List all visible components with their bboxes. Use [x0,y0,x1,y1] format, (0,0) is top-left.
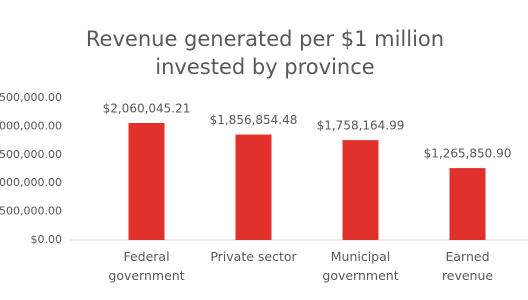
bar [128,122,165,240]
value-label: $2,060,045.21 [103,101,191,115]
bar [235,134,272,240]
x-tick-label: Municipal government [322,249,398,283]
x-tick-label: Federal government [108,249,184,283]
y-tick-label: $0.00 [31,233,63,246]
y-tick-label: $1,500,000.00 [0,148,62,161]
y-tick-label: $2,000,000.00 [0,119,62,132]
y-tick-label: $500,000.00 [0,205,62,218]
chart-title: Revenue generated per $1 million invested… [86,27,444,79]
x-tick-label: Earned revenue [442,249,493,283]
value-label: $1,856,854.48 [210,113,298,127]
value-label: $1,758,164.99 [317,119,405,133]
y-tick-label: $2,500,000.00 [0,91,62,104]
y-tick-label: $1,000,000.00 [0,176,62,189]
bar [449,168,486,240]
x-tick-label: Private sector [210,249,297,264]
bar [342,140,379,240]
value-label: $1,265,850.90 [424,147,512,161]
